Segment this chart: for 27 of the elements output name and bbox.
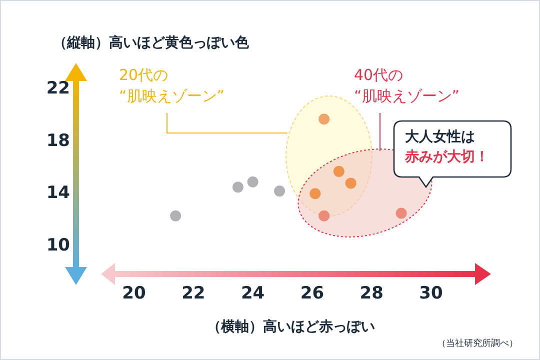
point: [333, 166, 344, 177]
y-tick-label: 18: [46, 130, 70, 151]
annotation: 大人女性は: [405, 128, 475, 147]
text: （当社研究所調べ）: [437, 338, 518, 351]
x-axis-title: （横軸）高いほど赤っぽい: [207, 318, 375, 337]
y-axis-title: （縦軸）高いほど黄色っぽい色: [53, 34, 249, 53]
x-tick-label: 28: [360, 284, 384, 304]
annotation: 赤みが大切！: [405, 148, 489, 167]
point: [170, 210, 182, 222]
annotation: 20代の “肌映えゾーン”: [119, 65, 225, 107]
point: [247, 176, 258, 188]
x-tick-label: 22: [182, 284, 206, 304]
x-tick-label: 20: [122, 284, 146, 304]
x-tick-label: 26: [300, 284, 324, 304]
point: [232, 182, 244, 193]
point: [396, 208, 407, 219]
y-tick-label: 14: [46, 183, 70, 204]
point: [345, 178, 356, 189]
point: [318, 114, 330, 125]
point: [318, 210, 330, 222]
y-tick-label: 22: [46, 78, 70, 98]
x-tick-label: 30: [419, 284, 443, 304]
point: [310, 188, 321, 200]
point: [274, 186, 286, 197]
annotation: 40代の “肌映えゾーン”: [354, 65, 460, 107]
x-tick-label: 24: [240, 284, 265, 304]
y-tick-label: 10: [46, 235, 70, 256]
